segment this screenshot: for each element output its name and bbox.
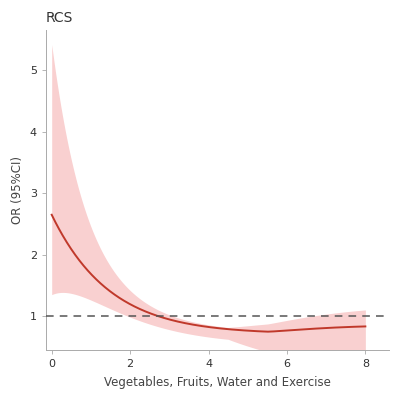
Y-axis label: OR (95%CI): OR (95%CI) xyxy=(11,156,24,224)
X-axis label: Vegetables, Fruits, Water and Exercise: Vegetables, Fruits, Water and Exercise xyxy=(104,376,331,389)
Text: RCS: RCS xyxy=(46,11,73,25)
